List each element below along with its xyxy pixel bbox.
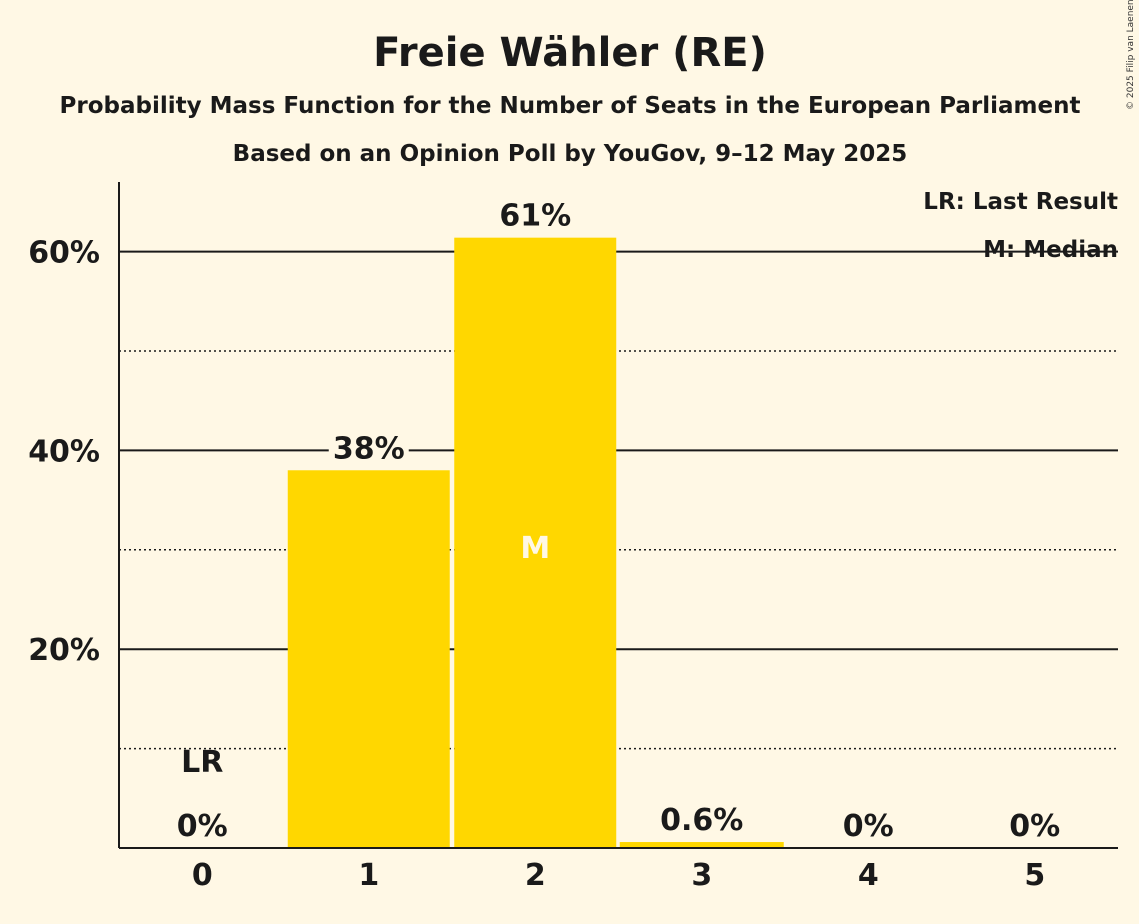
value-label: 0% <box>1009 809 1060 844</box>
labels: 0% 38% 61% 0.6% 0% 0% LR M <box>177 199 1060 844</box>
y-tick-label: 60% <box>28 236 100 271</box>
x-tick-label: 5 <box>1024 858 1045 893</box>
legend-entry: M: Median <box>983 237 1118 263</box>
chart-subtitle: Probability Mass Function for the Number… <box>60 93 1081 119</box>
value-label-bg <box>495 191 576 226</box>
legend-entry: LR: Last Result <box>923 189 1118 215</box>
axes: 20% 40% 60% 0 1 2 3 4 5 <box>28 182 1118 893</box>
chart-source: Based on an Opinion Poll by YouGov, 9–12… <box>233 141 908 167</box>
y-tick-label: 40% <box>28 434 100 469</box>
value-label: 0% <box>177 809 228 844</box>
bar <box>287 470 450 848</box>
value-label-bg <box>328 424 409 459</box>
value-label: 0.6% <box>660 803 743 838</box>
x-tick-label: 0 <box>192 858 213 893</box>
last-result-marker: LR <box>181 745 223 780</box>
x-tick-label: 4 <box>858 858 879 893</box>
legend: LR: Last Result M: Median <box>923 189 1118 263</box>
copyright-text: © 2025 Filip van Laenen <box>1126 0 1136 110</box>
chart-title: Freie Wähler (RE) <box>373 30 767 76</box>
bar <box>619 842 784 848</box>
x-tick-label: 2 <box>525 858 546 893</box>
value-label: 61% <box>499 199 571 234</box>
x-tick-label: 3 <box>691 858 712 893</box>
bars <box>287 191 784 849</box>
y-tick-label: 20% <box>28 633 100 668</box>
bar <box>454 237 617 849</box>
grid-lines <box>119 250 1118 750</box>
value-label: 0% <box>843 809 894 844</box>
value-label-bg <box>661 796 742 831</box>
x-tick-label: 1 <box>358 858 379 893</box>
value-label: 38% <box>333 431 405 466</box>
median-marker: M <box>520 531 550 566</box>
